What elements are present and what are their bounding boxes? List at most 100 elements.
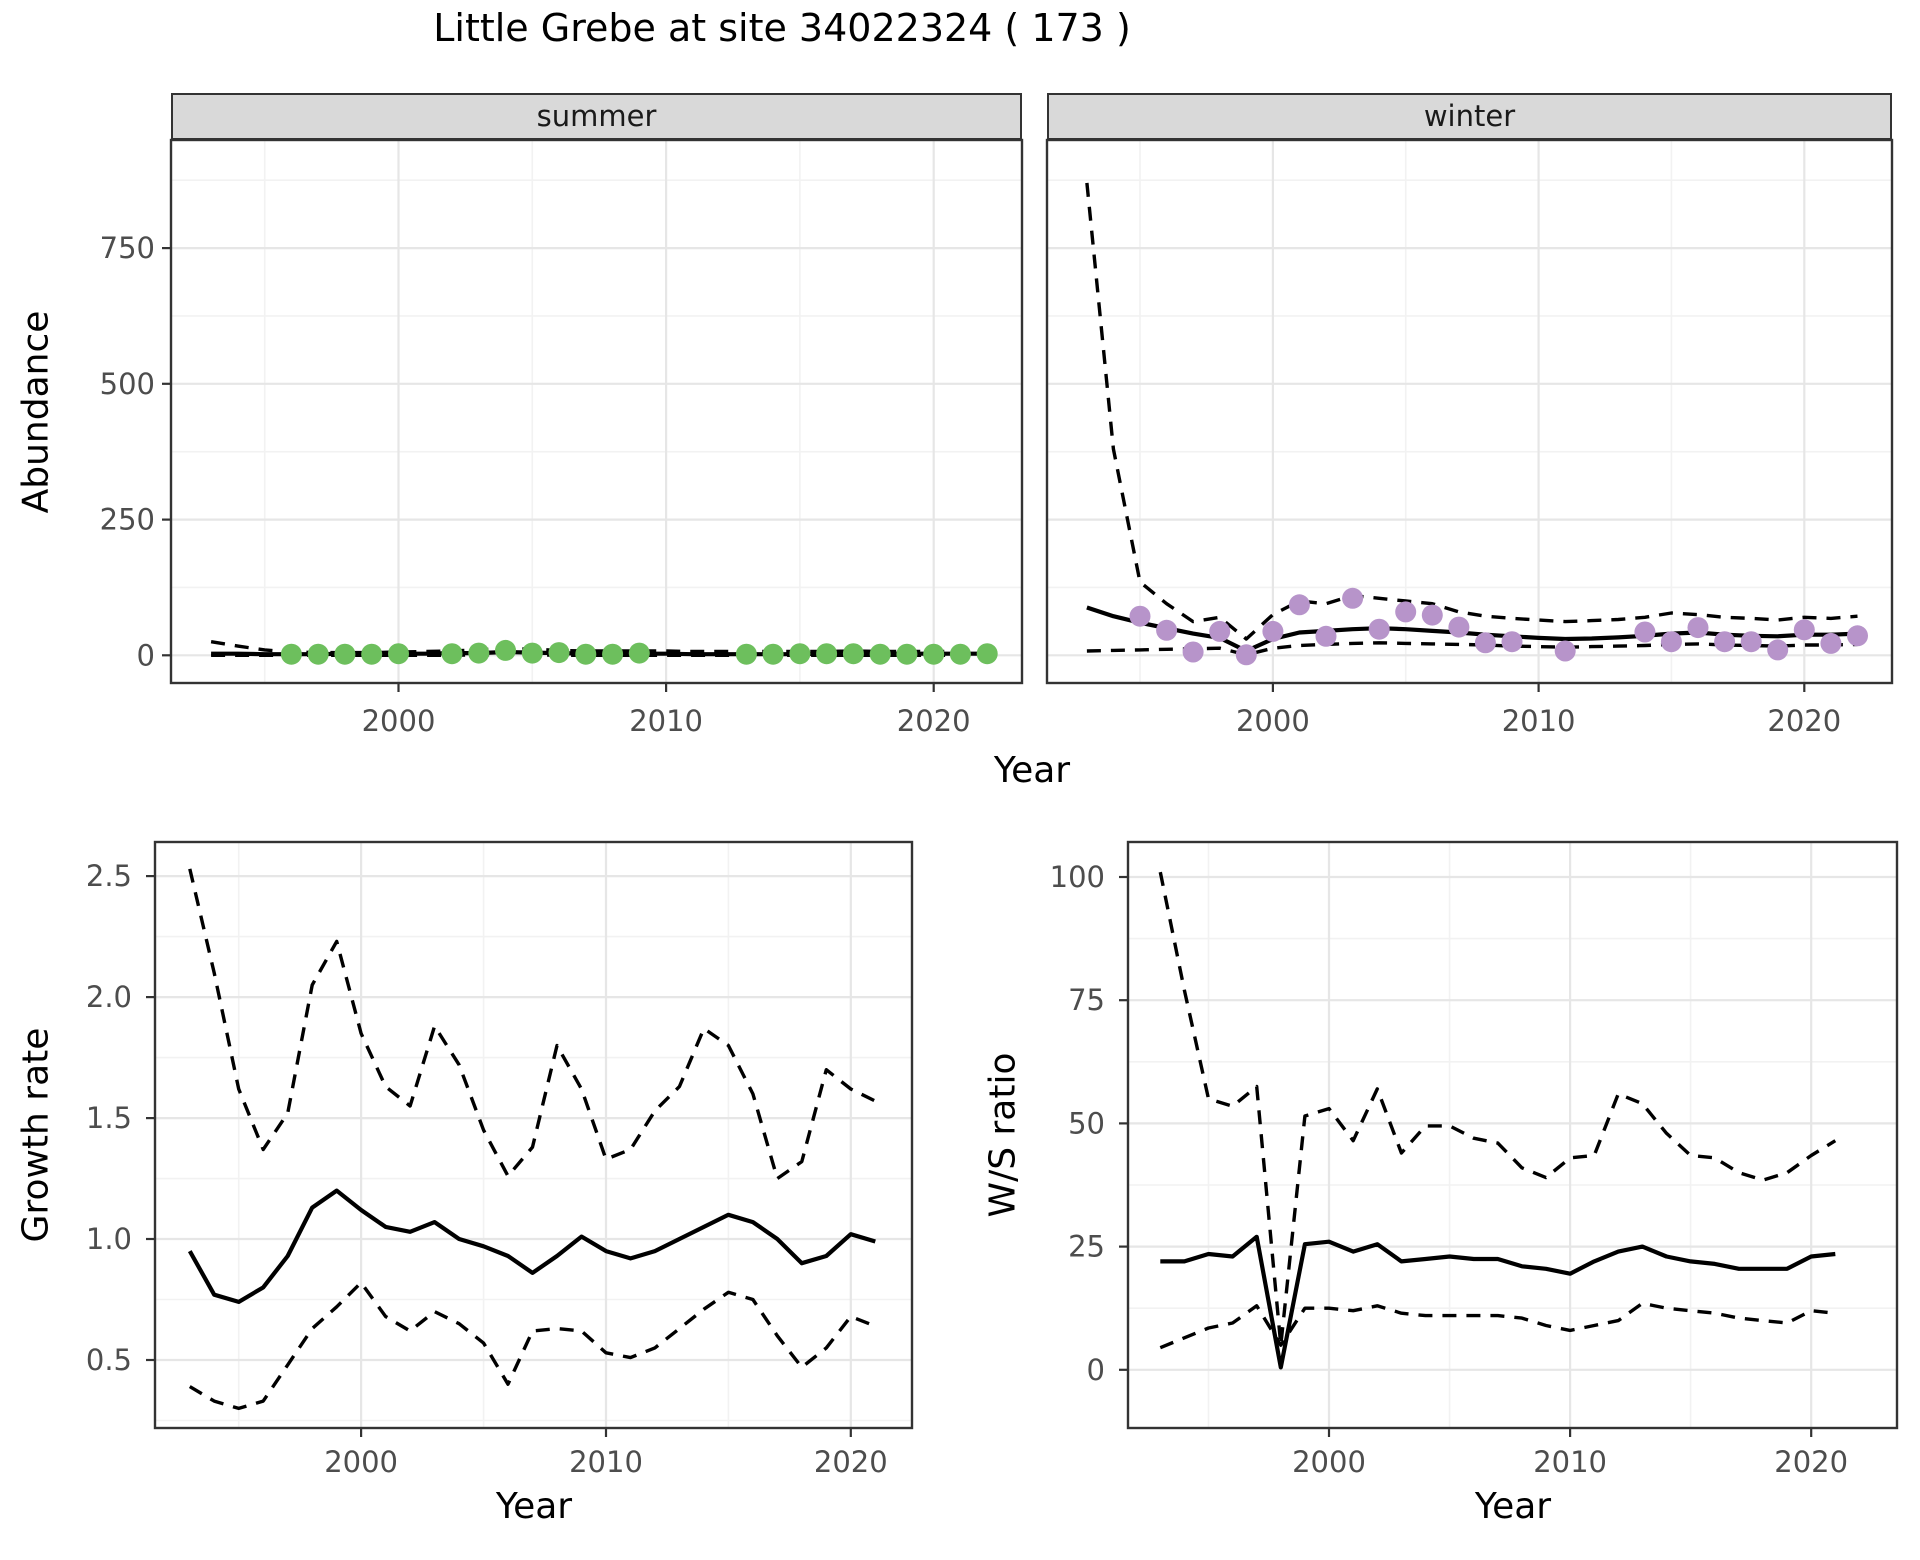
data-point [1714, 631, 1736, 653]
data-point [923, 643, 945, 665]
data-point [842, 643, 864, 665]
data-point [949, 643, 971, 665]
ws-ratio-lower-ci-line [1159, 1301, 1836, 1350]
facet-strip-winter: winter [1047, 93, 1892, 140]
year-axis-title-top: Year [993, 750, 1071, 791]
x-tick-label: 2000 [1236, 704, 1310, 738]
year-axis-title-bottom-left: Year [495, 1486, 573, 1527]
abundance-winter-lower-ci-line [1086, 641, 1858, 657]
panel-ws-ratio: 2000 2010 2020 0 25 50 75 100 [1050, 840, 1899, 1479]
growth-rate-mean-line [187, 1188, 876, 1305]
data-point [1740, 631, 1762, 653]
x-tick-label: 2020 [897, 704, 971, 738]
data-point [1209, 620, 1231, 642]
facet-strip-summer: summer [171, 93, 1022, 140]
x-tick-label: 2000 [324, 1445, 398, 1479]
data-point [1235, 644, 1257, 666]
y-tick-label: 1.5 [86, 1101, 132, 1135]
data-point [1129, 605, 1151, 627]
data-point [1448, 616, 1470, 638]
y-tick-label: 75 [1068, 983, 1105, 1017]
panel-abundance-summer: 2000 2010 2020 0 250 500 750 [100, 138, 1024, 738]
x-tick-label: 2020 [1767, 704, 1841, 738]
data-point [441, 643, 463, 665]
panel-background [1047, 140, 1892, 683]
data-point [1182, 641, 1204, 663]
x-tick-label: 2020 [1774, 1445, 1848, 1479]
abundance-axis-title: Abundance [15, 310, 57, 514]
panel-background [155, 842, 912, 1428]
y-tick-label: 0 [1087, 1353, 1105, 1387]
ws-ratio-axis-title: W/S ratio [982, 1052, 1024, 1218]
panel-background [171, 140, 1022, 683]
data-point [334, 643, 356, 665]
data-point [1342, 587, 1364, 609]
data-point [789, 643, 811, 665]
y-tick-label: 0.5 [86, 1343, 132, 1377]
panel-abundance-winter: 2000 2010 2020 [1045, 138, 1894, 738]
data-point [762, 643, 784, 665]
y-tick-label: 2.0 [86, 980, 132, 1014]
y-tick-label: 250 [100, 503, 155, 537]
data-point [388, 643, 409, 665]
data-point [1660, 631, 1682, 653]
x-tick-label: 2010 [1533, 1445, 1607, 1479]
panel-background [1128, 842, 1897, 1428]
panel-growth-rate: 2000 2010 2020 0.5 1.0 1.5 2.0 2.5 [86, 840, 914, 1479]
data-point [495, 639, 516, 661]
data-point [1262, 620, 1284, 642]
data-point [602, 643, 624, 665]
y-tick-label: 500 [100, 367, 155, 401]
facet-strip-winter-label: winter [1423, 99, 1516, 133]
y-tick-label: 1.0 [86, 1222, 132, 1256]
abundance-winter-upper-ci-line [1085, 182, 1858, 641]
data-point [521, 642, 543, 664]
y-tick-label: 750 [100, 231, 155, 265]
data-point [976, 643, 998, 665]
x-tick-label: 2010 [629, 704, 703, 738]
y-tick-label: 0 [137, 638, 155, 672]
y-tick-label: 25 [1068, 1230, 1105, 1264]
ws-ratio-upper-ci-line [1158, 871, 1837, 1347]
y-tick-label: 2.5 [86, 859, 132, 893]
data-point [1315, 625, 1337, 647]
x-tick-label: 2010 [569, 1445, 643, 1479]
data-point [735, 643, 757, 665]
panel-border [1126, 840, 1899, 1430]
data-point [1501, 631, 1523, 653]
data-point [816, 643, 838, 665]
y-tick-label: 100 [1050, 860, 1105, 894]
y-tick-label: 50 [1068, 1106, 1105, 1140]
data-point [1421, 604, 1443, 626]
data-point [548, 642, 570, 664]
panel-border [169, 138, 1024, 685]
data-point [1820, 632, 1842, 654]
x-tick-label: 2000 [1292, 1445, 1366, 1479]
data-point [1554, 640, 1576, 662]
data-point [575, 643, 597, 665]
panel-border [153, 840, 914, 1430]
data-point [896, 643, 918, 665]
x-tick-label: 2020 [814, 1445, 888, 1479]
data-point [1634, 621, 1656, 643]
data-point [1474, 632, 1496, 654]
growth-rate-axis-title: Growth rate [15, 1027, 57, 1243]
data-point [1156, 619, 1178, 641]
data-point [361, 643, 383, 665]
data-point [1767, 639, 1789, 661]
figure-title: Little Grebe at site 34022324 ( 173 ) [433, 6, 1131, 50]
data-point [1687, 617, 1709, 639]
data-point [1793, 619, 1815, 641]
data-point [1288, 594, 1310, 616]
data-point [307, 643, 329, 665]
data-point [468, 642, 490, 664]
year-axis-title-bottom-right: Year [1474, 1486, 1552, 1527]
data-point [628, 642, 650, 664]
data-point [869, 643, 891, 665]
data-point [1847, 625, 1868, 647]
data-point [1395, 601, 1417, 623]
panel-border [1045, 138, 1894, 685]
x-tick-label: 2010 [1502, 704, 1576, 738]
